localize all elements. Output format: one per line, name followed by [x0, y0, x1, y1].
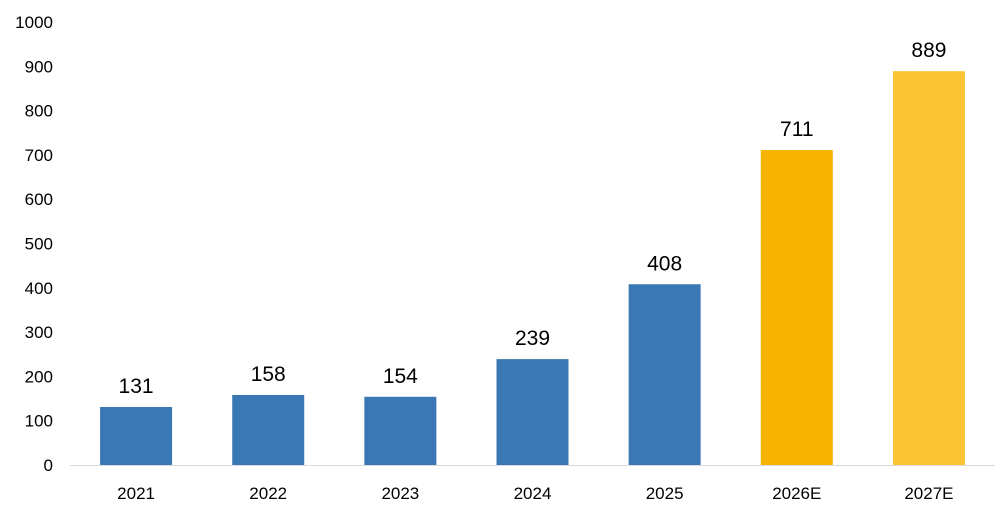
y-tick-label: 300	[25, 323, 53, 342]
y-tick-label: 0	[44, 456, 53, 475]
data-label-2021: 131	[119, 375, 154, 398]
y-tick-label: 1000	[15, 13, 53, 32]
y-tick-label: 200	[25, 367, 53, 386]
y-tick-label: 900	[25, 57, 53, 76]
data-label-2025: 408	[647, 252, 682, 275]
x-tick-label-2026e: 2026E	[772, 484, 821, 503]
x-tick-label-2024: 2024	[514, 484, 552, 503]
data-label-2024: 239	[515, 327, 550, 350]
bar-2024	[496, 359, 569, 465]
x-tick-label-2025: 2025	[646, 484, 684, 503]
x-tick-label-2023: 2023	[381, 484, 419, 503]
bar-2025	[628, 284, 701, 465]
bar-2021	[100, 406, 173, 465]
data-label-2026e: 711	[780, 118, 813, 141]
bar-2027e	[892, 71, 965, 465]
y-axis: 0 100 200 300 400 500 600 700 800 900 1000	[15, 13, 53, 475]
x-tick-label-2027e: 2027E	[904, 484, 953, 503]
y-tick-label: 500	[25, 235, 53, 254]
bar-2023	[364, 396, 437, 465]
bars	[100, 71, 965, 466]
y-tick-label: 100	[25, 412, 53, 431]
bar-2026e	[760, 150, 833, 466]
y-tick-label: 700	[25, 146, 53, 165]
y-tick-label: 400	[25, 279, 53, 298]
x-tick-label-2022: 2022	[249, 484, 287, 503]
data-label-2023: 154	[383, 365, 418, 388]
data-labels: 131 158 154 239 408 711 889	[119, 39, 947, 398]
data-label-2022: 158	[251, 363, 286, 386]
bar-2022	[232, 395, 305, 465]
y-tick-label: 600	[25, 190, 53, 209]
y-tick-label: 800	[25, 102, 53, 121]
x-tick-label-2021: 2021	[117, 484, 155, 503]
x-axis: 2021 2022 2023 2024 2025 2026E 2027E	[70, 465, 995, 503]
data-label-2027e: 889	[911, 39, 946, 62]
